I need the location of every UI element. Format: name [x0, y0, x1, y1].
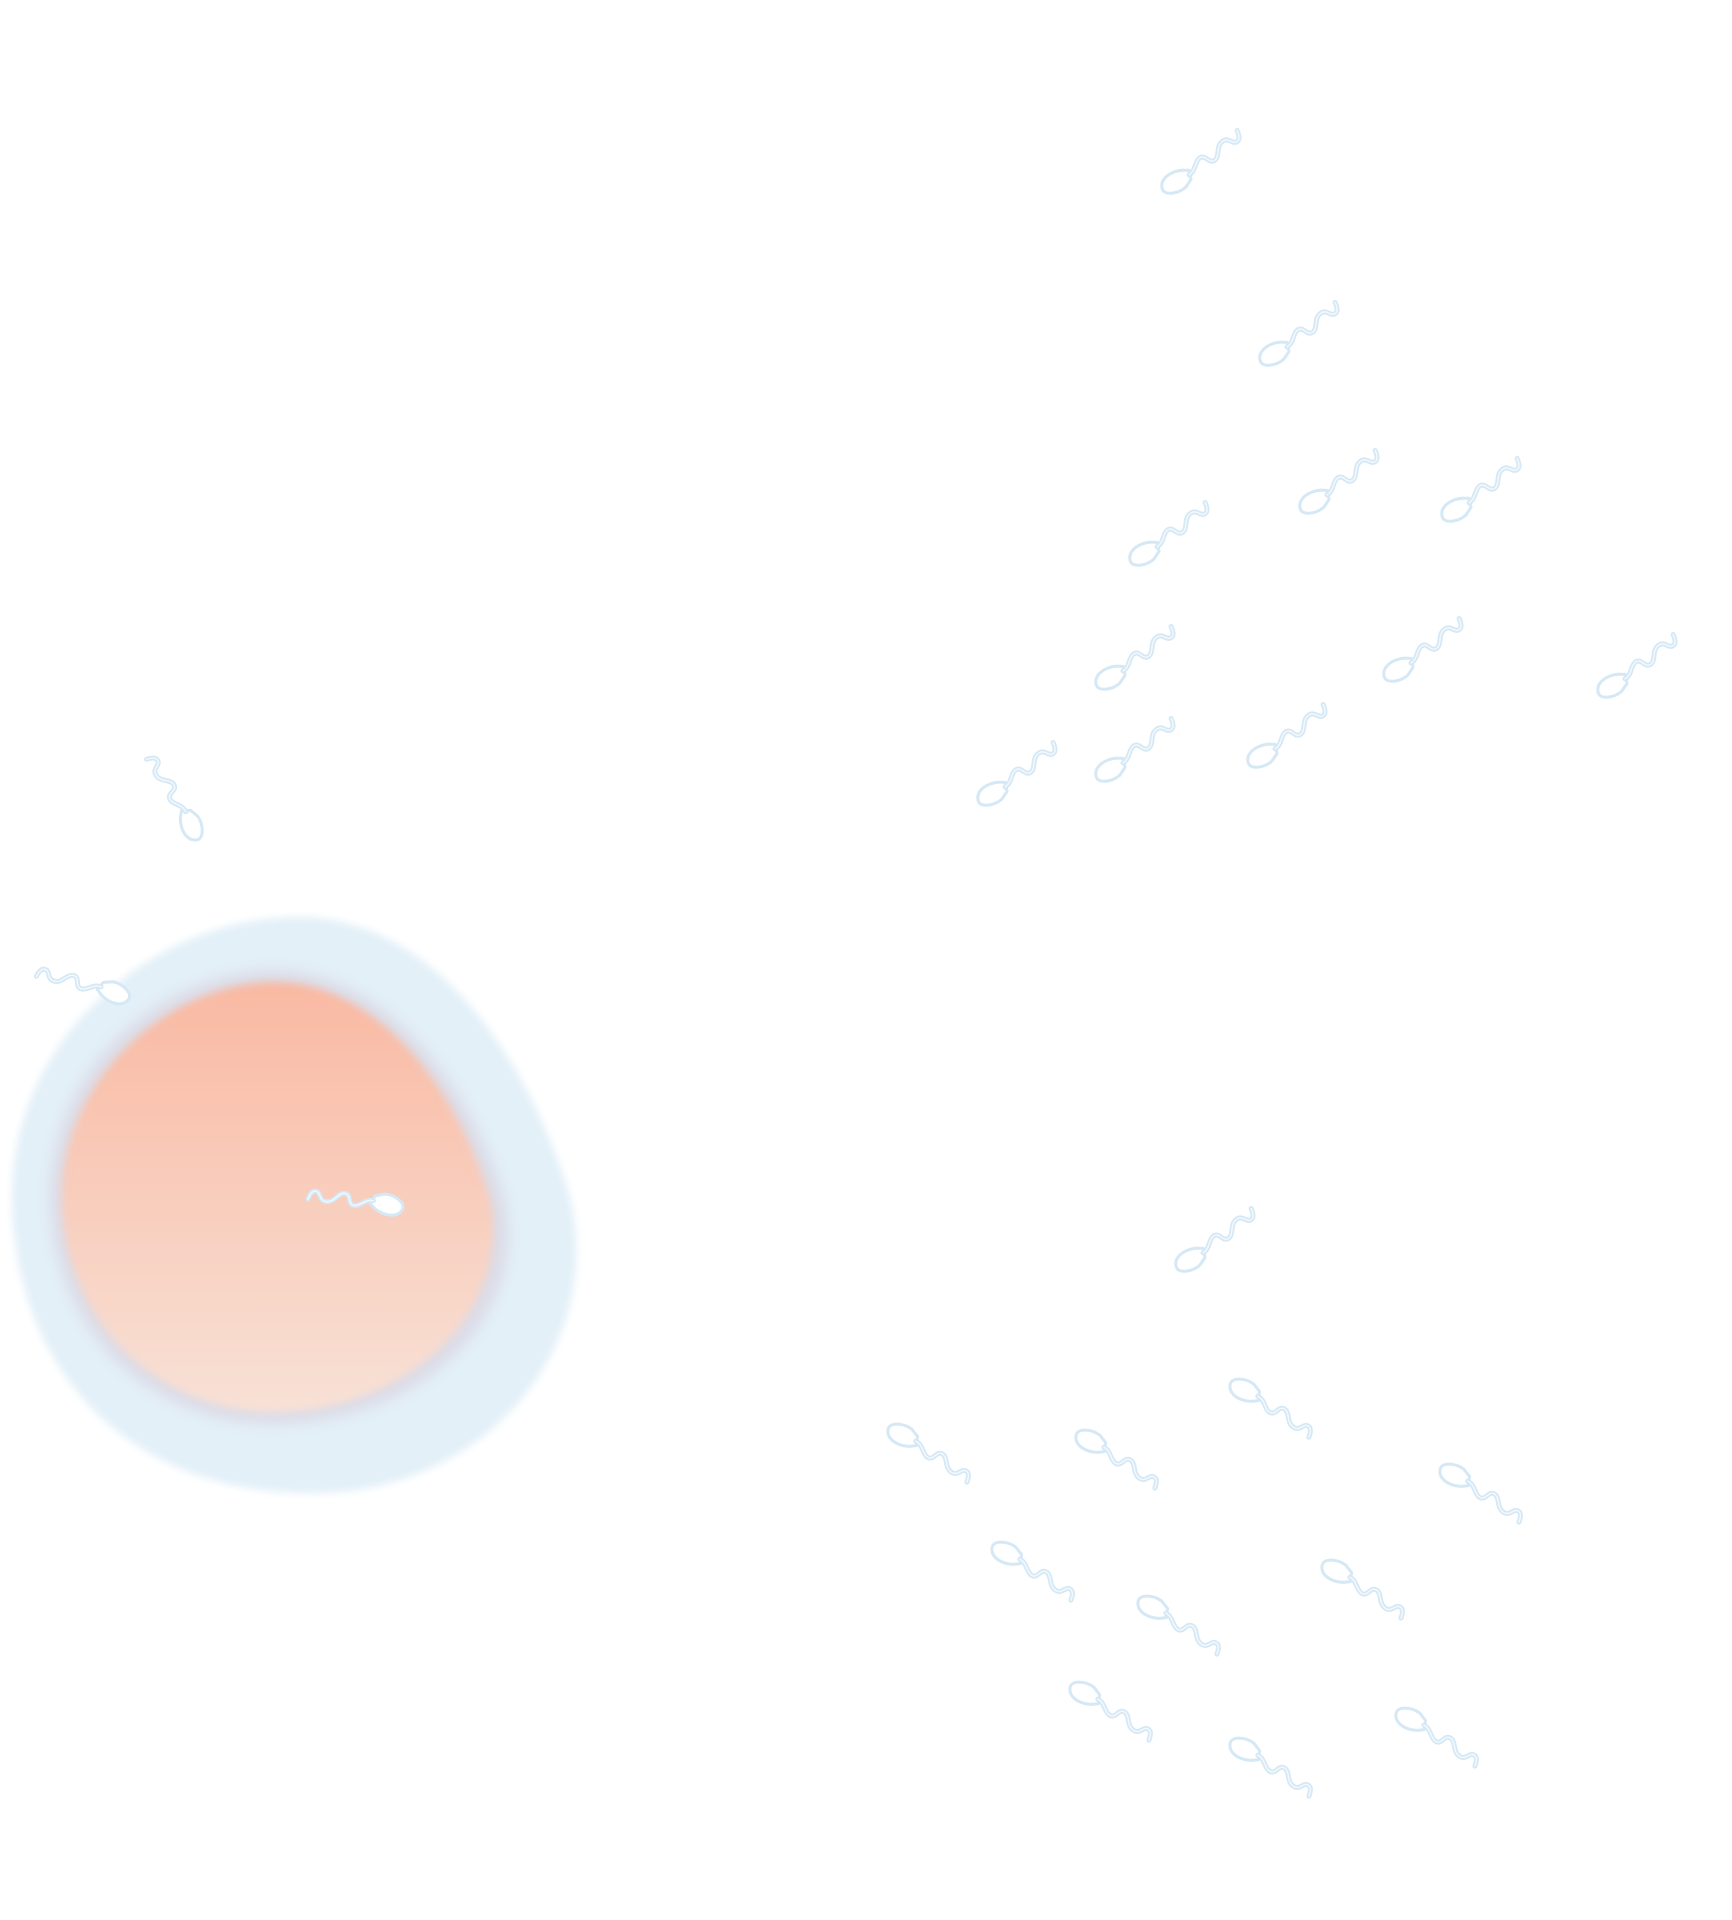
- sperm-approaching-egg: [147, 749, 206, 847]
- sperm-swarm-lower: [880, 1376, 1530, 1797]
- ooplasm: [61, 981, 493, 1413]
- egg-cell-icon: [11, 917, 577, 1494]
- sperm-swarm-upper: [969, 130, 1686, 1275]
